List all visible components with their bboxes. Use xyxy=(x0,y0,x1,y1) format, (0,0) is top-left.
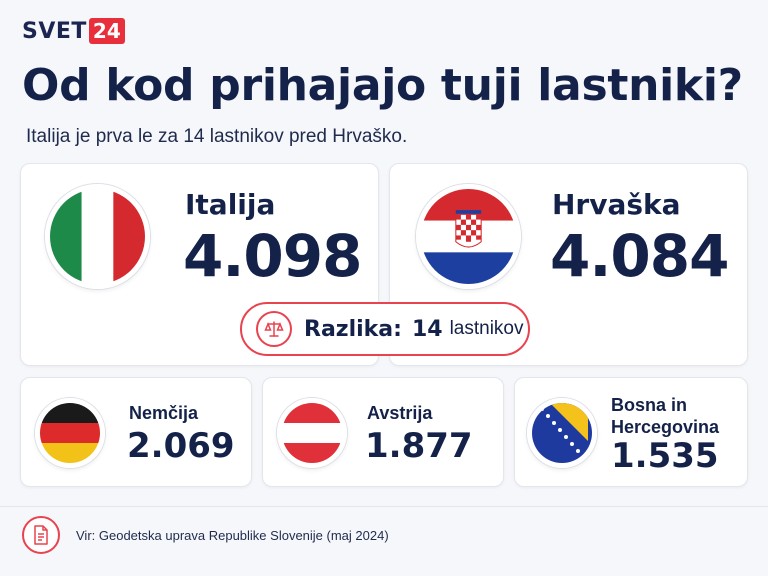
page-title: Od kod prihajajo tuji lastniki? xyxy=(22,60,743,111)
country-name: Bosna in Hercegovina xyxy=(611,394,719,438)
country-value: 4.098 xyxy=(183,222,362,290)
croatia-flag xyxy=(416,184,521,289)
difference-label: Razlika: xyxy=(304,316,402,342)
country-card-austria: Avstrija 1.877 xyxy=(262,377,504,487)
footer-divider xyxy=(0,506,768,507)
brand-badge: 24 xyxy=(88,18,125,44)
country-name: Hrvaška xyxy=(552,188,681,221)
country-value: 2.069 xyxy=(127,426,235,466)
germany-flag xyxy=(35,398,105,468)
country-value: 1.877 xyxy=(365,426,473,466)
brand-logo: SVET 24 xyxy=(22,17,125,45)
difference-number: 14 xyxy=(411,316,443,342)
italy-flag xyxy=(45,184,150,289)
country-name-line1: Bosna in xyxy=(611,395,688,415)
source-text: Vir: Geodetska uprava Republike Slovenij… xyxy=(76,528,389,543)
page-subtitle: Italija je prva le za 14 lastnikov pred … xyxy=(26,126,408,147)
difference-badge: Razlika: 14 lastnikov xyxy=(240,302,530,356)
difference-unit: lastnikov xyxy=(449,318,524,339)
country-card-bosnia: Bosna in Hercegovina 1.535 xyxy=(514,377,748,487)
brand-name: SVET xyxy=(22,18,87,44)
country-card-italy: Italija 4.098 xyxy=(20,163,379,366)
country-card-germany: Nemčija 2.069 xyxy=(20,377,252,487)
country-value: 1.535 xyxy=(611,436,719,476)
country-name-line2: Hercegovina xyxy=(611,417,720,437)
country-name: Nemčija xyxy=(129,403,199,423)
scale-icon xyxy=(256,311,292,347)
country-name: Italija xyxy=(185,188,276,221)
bosnia-flag xyxy=(527,398,597,468)
country-value: 4.084 xyxy=(550,222,729,290)
country-name: Avstrija xyxy=(367,403,433,423)
document-icon xyxy=(22,516,60,554)
austria-flag xyxy=(277,398,347,468)
